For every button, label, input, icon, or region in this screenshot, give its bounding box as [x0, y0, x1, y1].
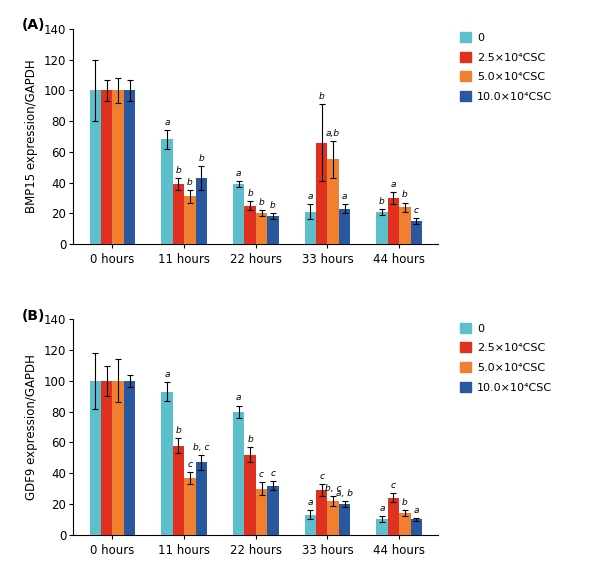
Text: b: b	[379, 197, 385, 206]
Bar	[267, 485, 279, 535]
Text: c: c	[188, 459, 192, 469]
Text: c: c	[259, 470, 264, 480]
Y-axis label: BMP15 expression/GAPDH: BMP15 expression/GAPDH	[25, 60, 38, 213]
Text: a: a	[236, 393, 241, 402]
Bar	[113, 381, 124, 535]
Bar	[316, 490, 328, 535]
Text: c: c	[319, 472, 324, 481]
Text: a: a	[379, 504, 385, 513]
Legend: 0, 2.5×10⁴CSC, 5.0×10⁴CSC, 10.0×10⁴CSC: 0, 2.5×10⁴CSC, 5.0×10⁴CSC, 10.0×10⁴CSC	[457, 320, 555, 396]
Bar	[184, 197, 195, 244]
Text: a: a	[342, 192, 347, 201]
Bar	[173, 184, 184, 244]
Bar	[101, 90, 113, 244]
Text: c: c	[391, 481, 396, 490]
Text: c: c	[414, 206, 419, 215]
Bar	[195, 462, 207, 535]
Text: a: a	[390, 180, 396, 189]
Text: b: b	[199, 154, 204, 163]
Text: b: b	[402, 190, 407, 200]
Legend: 0, 2.5×10⁴CSC, 5.0×10⁴CSC, 10.0×10⁴CSC: 0, 2.5×10⁴CSC, 5.0×10⁴CSC, 10.0×10⁴CSC	[457, 29, 555, 105]
Bar	[173, 446, 184, 535]
Text: c: c	[270, 469, 275, 478]
Bar	[387, 498, 399, 535]
Text: b, c: b, c	[325, 484, 342, 493]
Text: a: a	[308, 192, 313, 201]
Bar	[376, 212, 387, 244]
Bar	[328, 501, 339, 535]
Text: a: a	[164, 370, 170, 380]
Bar	[267, 216, 279, 244]
Bar	[90, 90, 101, 244]
Bar	[304, 515, 316, 535]
Text: (B): (B)	[22, 309, 45, 323]
Text: b: b	[175, 166, 181, 175]
Text: a: a	[236, 169, 241, 178]
Bar	[256, 489, 267, 535]
Bar	[316, 143, 328, 244]
Bar	[376, 519, 387, 535]
Bar	[399, 207, 410, 244]
Bar	[90, 381, 101, 535]
Bar	[244, 455, 256, 535]
Text: b: b	[175, 426, 181, 435]
Text: a: a	[414, 506, 419, 515]
Text: b: b	[247, 189, 253, 198]
Bar	[256, 213, 267, 244]
Bar	[399, 513, 410, 535]
Bar	[161, 140, 173, 244]
Bar	[124, 381, 135, 535]
Text: b: b	[259, 198, 264, 207]
Bar	[339, 209, 350, 244]
Bar	[195, 178, 207, 244]
Bar	[124, 90, 135, 244]
Text: a, b: a, b	[336, 489, 353, 498]
Bar	[161, 392, 173, 535]
Text: b: b	[402, 498, 407, 507]
Text: a: a	[308, 498, 313, 507]
Text: (A): (A)	[22, 18, 46, 32]
Bar	[101, 381, 113, 535]
Text: b, c: b, c	[193, 443, 209, 452]
Bar	[304, 212, 316, 244]
Text: a,b: a,b	[326, 129, 340, 138]
Bar	[244, 206, 256, 244]
Text: b: b	[319, 92, 325, 101]
Text: b: b	[247, 435, 253, 444]
Bar	[113, 90, 124, 244]
Bar	[233, 412, 244, 535]
Bar	[339, 504, 350, 535]
Bar	[233, 184, 244, 244]
Bar	[184, 478, 195, 535]
Text: a: a	[164, 118, 170, 127]
Y-axis label: GDF9 expression/GAPDH: GDF9 expression/GAPDH	[25, 354, 38, 500]
Bar	[387, 198, 399, 244]
Bar	[410, 519, 422, 535]
Text: b: b	[270, 201, 276, 210]
Bar	[410, 221, 422, 244]
Text: b: b	[187, 178, 192, 187]
Bar	[328, 159, 339, 244]
